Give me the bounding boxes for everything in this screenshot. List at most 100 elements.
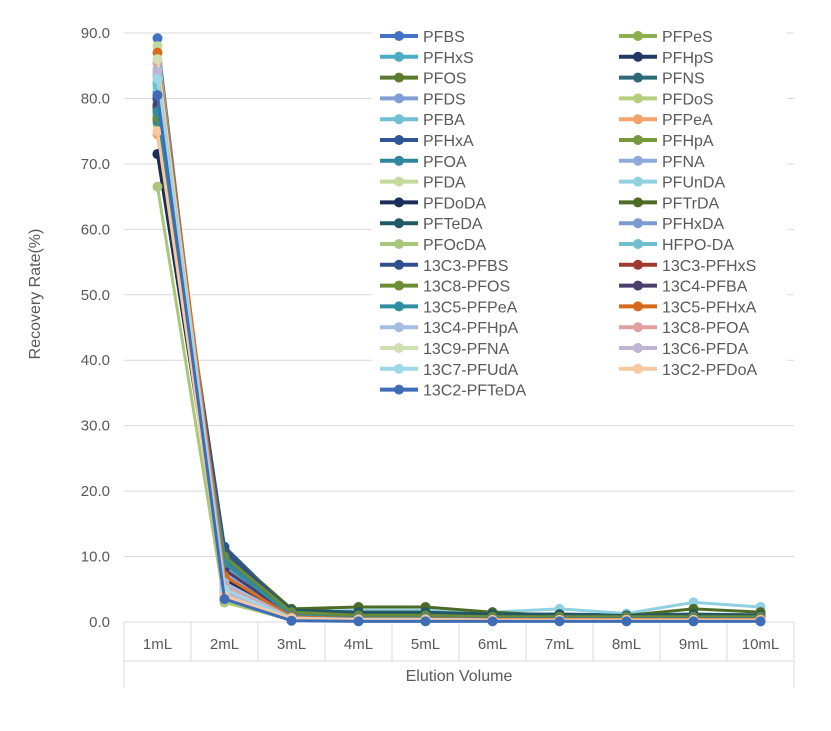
legend-swatch-marker bbox=[633, 218, 643, 229]
legend-swatch-marker bbox=[394, 51, 404, 62]
data-point bbox=[152, 33, 163, 44]
data-point bbox=[219, 594, 230, 605]
y-tick-label: 70.0 bbox=[81, 156, 110, 173]
data-point bbox=[621, 616, 632, 627]
legend-swatch-marker bbox=[394, 259, 404, 270]
x-tick-label: 1mL bbox=[143, 636, 172, 653]
legend-swatch-marker bbox=[633, 31, 643, 41]
series-line bbox=[156, 117, 761, 619]
legend-entry: 13C4-PFBA bbox=[619, 279, 748, 296]
legend-entry: PFBS bbox=[380, 29, 465, 46]
x-tick-label: 2mL bbox=[210, 636, 239, 653]
legend-swatch-marker bbox=[394, 239, 404, 249]
legend-label: PFPeA bbox=[662, 112, 713, 129]
legend-entry: 13C9-PFNA bbox=[380, 341, 510, 358]
legend-label: 13C7-PFUdA bbox=[423, 362, 518, 379]
legend-swatch-marker bbox=[633, 239, 643, 249]
legend-entry: 13C2-PFDoA bbox=[619, 362, 757, 379]
legend-entry: PFPeS bbox=[619, 29, 713, 46]
legend-swatch-marker bbox=[633, 72, 643, 83]
legend-entry: 13C6-PFDA bbox=[619, 341, 749, 358]
legend-swatch-marker bbox=[394, 72, 404, 83]
legend-swatch-marker bbox=[633, 322, 643, 333]
legend-label: 13C5-PFPeA bbox=[423, 299, 518, 316]
legend-entry: PFOS bbox=[380, 71, 467, 88]
legend-swatch-marker bbox=[394, 155, 404, 166]
y-tick-label: 60.0 bbox=[81, 221, 110, 238]
legend-label: PFBA bbox=[423, 112, 465, 129]
x-tick-label: 7mL bbox=[545, 636, 574, 653]
data-point bbox=[688, 616, 699, 627]
legend-label: PFOA bbox=[423, 154, 467, 171]
legend-label: PFPeS bbox=[662, 29, 713, 46]
legend-label: 13C8-PFOS bbox=[423, 279, 510, 296]
data-point bbox=[353, 616, 364, 627]
legend-entry: 13C8-PFOA bbox=[619, 320, 749, 337]
legend-entry: HFPO-DA bbox=[619, 237, 734, 254]
legend-entry: 13C2-PFTeDA bbox=[380, 383, 526, 400]
legend-swatch-marker bbox=[394, 31, 404, 41]
legend-swatch-marker bbox=[394, 135, 404, 145]
legend-label: PFTrDA bbox=[662, 195, 720, 212]
legend-swatch-marker bbox=[394, 363, 404, 374]
legend-label: PFHxA bbox=[423, 133, 474, 150]
legend-label: 13C5-PFHxA bbox=[662, 299, 757, 316]
legend-label: 13C6-PFDA bbox=[662, 341, 749, 358]
legend-label: PFOcDA bbox=[423, 237, 486, 254]
y-tick-label: 40.0 bbox=[81, 352, 110, 369]
legend-entry: PFTrDA bbox=[619, 195, 720, 212]
data-point bbox=[152, 181, 163, 192]
data-point bbox=[554, 616, 565, 627]
legend-entry: PFOA bbox=[380, 154, 467, 171]
legend-entry: PFPeA bbox=[619, 112, 713, 129]
legend-label: 13C3-PFHxS bbox=[662, 258, 756, 275]
x-tick-label: 10mL bbox=[742, 636, 780, 653]
legend-swatch-marker bbox=[633, 343, 643, 353]
series-line bbox=[156, 94, 761, 623]
data-point bbox=[487, 616, 498, 627]
y-tick-label: 20.0 bbox=[81, 483, 110, 500]
legend-label: PFDoDA bbox=[423, 195, 486, 212]
x-tick-label: 5mL bbox=[411, 636, 440, 653]
x-tick-label: 6mL bbox=[478, 636, 507, 653]
legend-swatch-marker bbox=[633, 93, 643, 104]
legend-swatch-marker bbox=[394, 343, 404, 353]
legend-label: 13C4-PFHpA bbox=[423, 320, 518, 337]
x-axis-title: Elution Volume bbox=[406, 668, 513, 685]
data-point bbox=[152, 90, 163, 101]
legend-label: PFHxDA bbox=[662, 216, 725, 233]
legend-entry: 13C7-PFUdA bbox=[380, 362, 518, 379]
legend-entry: PFUnDA bbox=[619, 175, 725, 192]
x-tick-label: 4mL bbox=[344, 636, 373, 653]
legend-entry: PFBA bbox=[380, 112, 465, 129]
y-tick-label: 50.0 bbox=[81, 287, 110, 304]
legend-label: 13C2-PFDoA bbox=[662, 362, 757, 379]
data-point bbox=[755, 616, 766, 627]
legend-label: PFUnDA bbox=[662, 175, 725, 192]
legend-entry: 13C3-PFHxS bbox=[619, 258, 756, 275]
data-point bbox=[152, 126, 163, 137]
legend-swatch-marker bbox=[394, 301, 404, 312]
legend-swatch-marker bbox=[394, 93, 404, 104]
legend-swatch-marker bbox=[633, 135, 643, 145]
legend-label: PFDoS bbox=[662, 91, 714, 108]
series-13C2-PFTeDA bbox=[152, 90, 766, 627]
legend-label: 13C9-PFNA bbox=[423, 341, 510, 358]
legend-entry: PFDoDA bbox=[380, 195, 486, 212]
legend-entry: PFHxDA bbox=[619, 216, 725, 233]
legend-swatch-marker bbox=[394, 322, 404, 333]
legend-swatch-marker bbox=[633, 51, 643, 62]
legend-entry: PFHxS bbox=[380, 50, 474, 67]
legend-label: 13C8-PFOA bbox=[662, 320, 749, 337]
data-point bbox=[420, 616, 431, 627]
legend-label: PFNA bbox=[662, 154, 705, 171]
legend-label: PFHpA bbox=[662, 133, 714, 150]
legend-swatch-marker bbox=[394, 197, 404, 208]
legend-label: PFHpS bbox=[662, 50, 714, 67]
legend-entry: PFOcDA bbox=[380, 237, 486, 254]
legend-swatch-marker bbox=[633, 280, 643, 291]
legend-entry: PFDS bbox=[380, 91, 466, 108]
axes: 1mL 2mL 3mL 4mL 5mL 6mL 7mL 8mL 9mL 10mL bbox=[123, 621, 795, 688]
legend-entry: PFDA bbox=[380, 175, 466, 192]
